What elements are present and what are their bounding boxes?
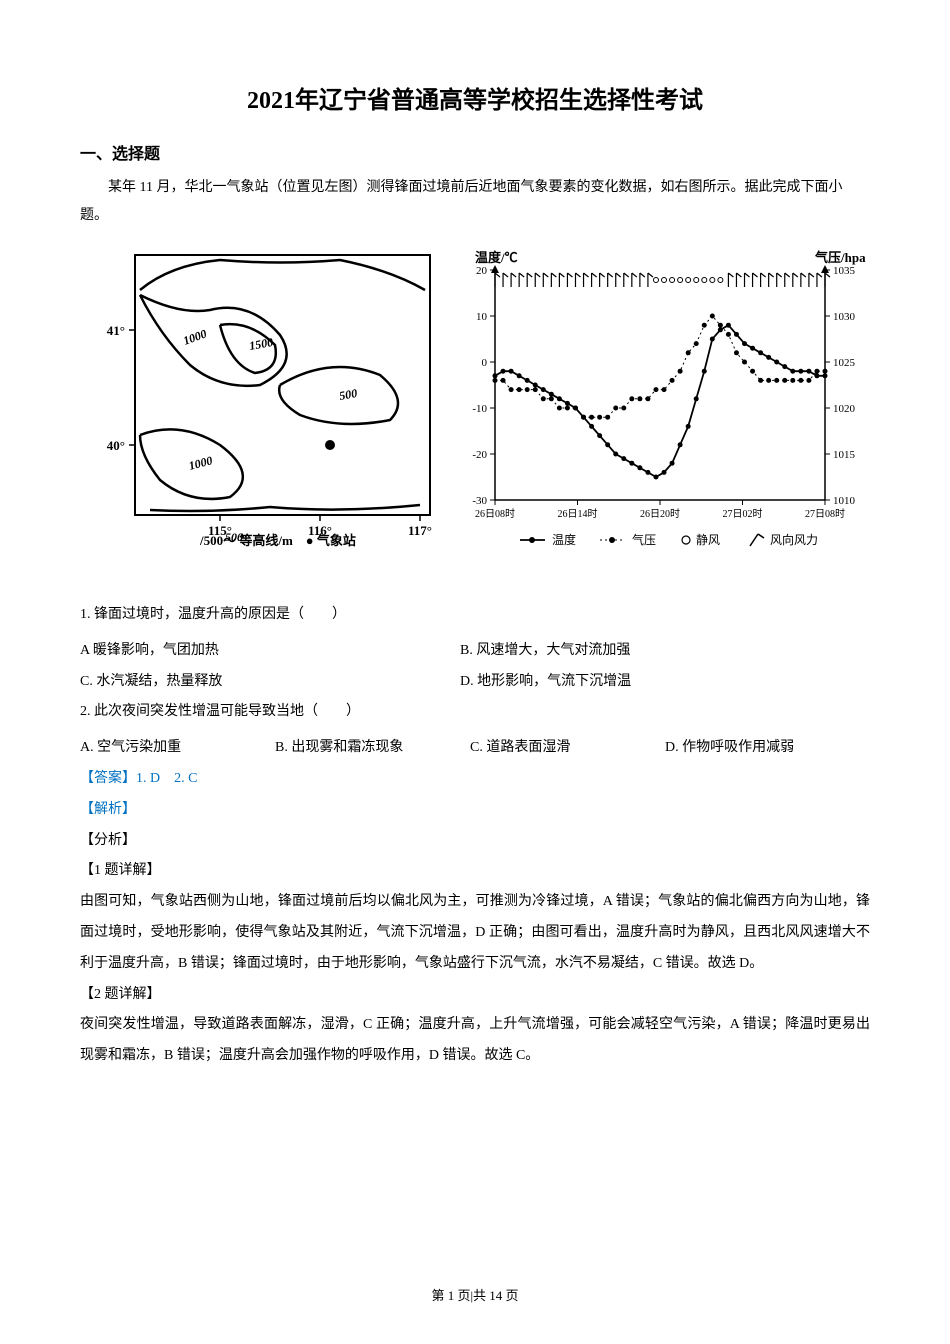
svg-text:117°: 117° [408,523,432,538]
svg-text:0: 0 [482,357,488,369]
q2-option-d: D. 作物呼吸作用减弱 [665,733,860,764]
answer-text: 【答案】1. D 2. C [80,764,870,795]
q1-option-d: D. 地形影响，气流下沉增温 [460,667,631,698]
q1-option-a: A 暖锋影响，气团加热 [80,636,460,667]
q1-option-c: C. 水汽凝结，热量释放 [80,667,460,698]
svg-text:27日08时: 27日08时 [805,508,845,520]
q1-detail-label: 【1 题详解】 [80,856,870,887]
section-heading: 一、选择题 [80,140,870,164]
page-title: 2021年辽宁省普通高等学校招生选择性考试 [80,80,870,115]
svg-text:1030: 1030 [833,311,856,323]
svg-text:-20: -20 [472,449,487,461]
svg-text:风向风力: 风向风力 [770,532,818,547]
svg-text:/500〜 等高线/m ● 气象站: /500〜 等高线/m ● 气象站 [199,533,356,548]
svg-text:-30: -30 [472,495,487,507]
question-1-stem: 1. 锋面过境时，温度升高的原因是（ ） [80,600,870,631]
svg-text:1020: 1020 [833,403,856,415]
question-1-options-row2: C. 水汽凝结，热量释放 D. 地形影响，气流下沉增温 [80,667,870,698]
q2-detail-label: 【2 题详解】 [80,980,870,1011]
analysis-label: 【解析】 [80,795,870,826]
q2-option-b: B. 出现雾和霜冻现象 [275,733,470,764]
svg-text:温度/℃: 温度/℃ [475,250,518,265]
svg-text:温度: 温度 [552,532,576,547]
svg-text:27日02时: 27日02时 [723,508,763,520]
svg-text:41°: 41° [107,323,125,338]
map-chart: 41°40°115°116°117°100015005001000500/500… [80,245,440,560]
svg-text:气压: 气压 [632,532,656,547]
svg-text:1015: 1015 [833,449,856,461]
svg-text:1010: 1010 [833,495,856,507]
question-2-options: A. 空气污染加重 B. 出现雾和霜冻现象 C. 道路表面湿滑 D. 作物呼吸作… [80,733,870,764]
charts-container: 41°40°115°116°117°100015005001000500/500… [80,245,870,560]
svg-text:1035: 1035 [833,265,856,277]
svg-text:26日08时: 26日08时 [475,508,515,520]
svg-text:26日14时: 26日14时 [558,508,598,520]
q2-option-c: C. 道路表面湿滑 [470,733,665,764]
svg-text:20: 20 [476,265,488,277]
svg-text:26日20时: 26日20时 [640,508,680,520]
page-footer: 第 1 页|共 14 页 [0,1285,950,1304]
question-2-stem: 2. 此次夜间突发性增温可能导致当地（ ） [80,697,870,728]
q1-option-b: B. 风速增大，大气对流加强 [460,636,630,667]
question-1-options-row1: A 暖锋影响，气团加热 B. 风速增大，大气对流加强 [80,636,870,667]
svg-text:-10: -10 [472,403,487,415]
svg-text:40°: 40° [107,438,125,453]
svg-text:静风: 静风 [696,533,720,547]
svg-text:10: 10 [476,311,488,323]
svg-text:气压/hpa: 气压/hpa [815,250,866,265]
q1-explanation: 由图可知，气象站西侧为山地，锋面过境前后均以偏北风为主，可推测为冷锋过境，A 错… [80,887,870,979]
line-chart: 20 10 0 -10 -20 -30 1035 1030 1025 1020 1015 1010 26… [450,245,870,560]
fenxi-label: 【分析】 [80,826,870,857]
q2-option-a: A. 空气污染加重 [80,733,275,764]
q2-explanation: 夜间突发性增温，导致道路表面解冻，湿滑，C 正确；温度升高，上升气流增强，可能会… [80,1010,870,1072]
svg-text:1025: 1025 [833,357,856,369]
intro-text: 某年 11 月，华北一气象站（位置见左图）测得锋面过境前后近地面气象要素的变化数… [80,174,870,230]
